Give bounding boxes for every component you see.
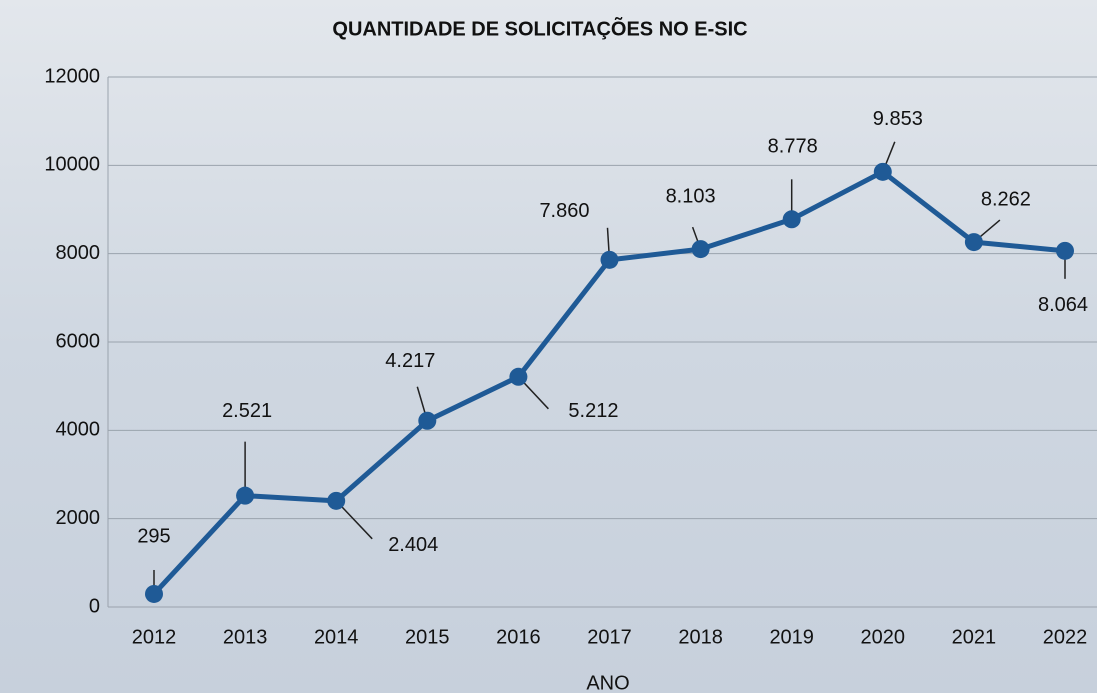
x-tick-label: 2012 <box>132 626 177 648</box>
y-tick-label: 12000 <box>44 65 100 87</box>
x-tick-label: 2016 <box>496 626 541 648</box>
y-tick-label: 8000 <box>56 242 101 264</box>
point <box>509 368 527 386</box>
data-label: 4.217 <box>385 350 435 372</box>
data-label: 2.521 <box>222 400 272 422</box>
y-tick-label: 0 <box>89 595 100 617</box>
x-tick-label: 2018 <box>678 626 723 648</box>
y-tick-label: 2000 <box>56 507 101 529</box>
x-tick-label: 2022 <box>1043 626 1088 648</box>
x-tick-label: 2017 <box>587 626 632 648</box>
data-label: 8.778 <box>768 136 818 158</box>
point <box>783 210 801 228</box>
point <box>965 233 983 251</box>
point <box>236 487 254 505</box>
point <box>1056 242 1074 260</box>
point <box>327 492 345 510</box>
x-tick-label: 2014 <box>314 626 359 648</box>
x-tick-label: 2020 <box>861 626 906 648</box>
data-label: 8.103 <box>666 185 716 207</box>
x-tick-label: 2015 <box>405 626 450 648</box>
data-label: 2.404 <box>388 534 438 556</box>
background <box>0 0 1097 693</box>
data-label: 8.262 <box>981 188 1031 210</box>
point <box>874 163 892 181</box>
y-tick-label: 10000 <box>44 154 100 176</box>
point <box>692 240 710 258</box>
data-label: 295 <box>137 525 170 547</box>
data-label: 7.860 <box>539 200 589 222</box>
y-tick-label: 4000 <box>56 419 101 441</box>
point <box>601 251 619 269</box>
data-label: 8.064 <box>1038 294 1088 316</box>
x-axis-label: ANO <box>586 672 629 693</box>
chart: QUANTIDADE DE SOLICITAÇÕES NO E-SIC ANO … <box>0 0 1097 693</box>
data-label: 5.212 <box>568 400 618 422</box>
x-tick-label: 2021 <box>952 626 997 648</box>
y-tick-label: 6000 <box>56 330 101 352</box>
x-tick-label: 2019 <box>769 626 814 648</box>
point <box>418 412 436 430</box>
data-label: 9.853 <box>873 108 923 130</box>
x-tick-label: 2013 <box>223 626 268 648</box>
chart-title: QUANTIDADE DE SOLICITAÇÕES NO E-SIC <box>332 16 747 40</box>
point <box>145 585 163 603</box>
